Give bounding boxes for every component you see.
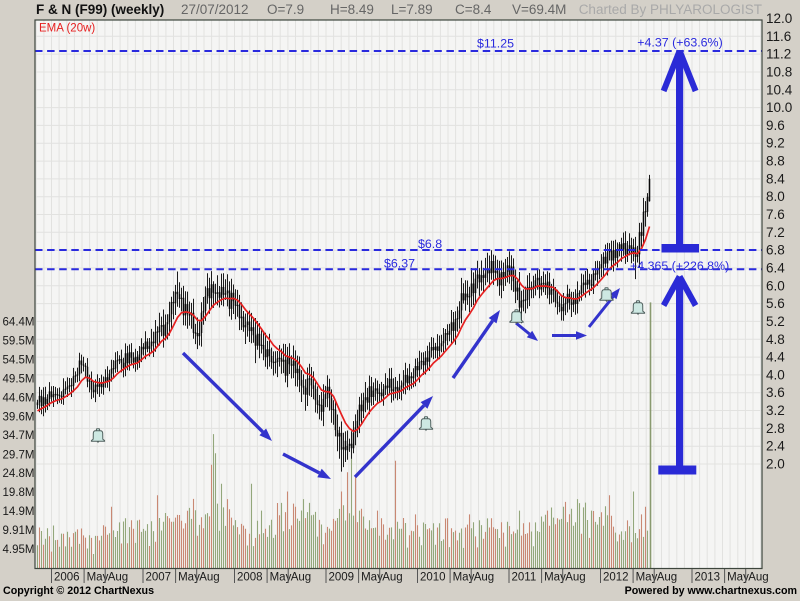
svg-text:54.5M: 54.5M [3,354,35,366]
svg-text:39.6M: 39.6M [3,411,35,423]
svg-text:2011: 2011 [512,572,537,584]
svg-text:44.6M: 44.6M [3,392,35,404]
svg-text:Aug: Aug [382,572,402,584]
svg-text:May: May [178,572,200,584]
svg-text:34.7M: 34.7M [3,430,35,442]
svg-text:4.0: 4.0 [766,367,785,382]
svg-text:2.8: 2.8 [766,421,785,436]
svg-text:May: May [270,572,292,584]
svg-text:6.8: 6.8 [766,243,785,258]
svg-text:8.0: 8.0 [766,189,785,204]
svg-text:8.4: 8.4 [766,171,785,186]
svg-text:$6.37: $6.37 [384,257,415,271]
svg-text:5.6: 5.6 [766,296,785,311]
svg-text:Aug: Aug [748,572,768,584]
svg-text:10.8: 10.8 [766,65,792,80]
svg-text:+4.365 (+226.8%): +4.365 (+226.8%) [630,259,729,273]
svg-text:7.2: 7.2 [766,225,785,240]
svg-text:11.2: 11.2 [766,47,791,62]
svg-text:12.0: 12.0 [766,11,792,26]
svg-text:Aug: Aug [474,572,494,584]
svg-text:9.2: 9.2 [766,136,785,151]
svg-text:$6.8: $6.8 [418,237,442,251]
svg-text:9.6: 9.6 [766,118,785,133]
svg-text:$11.25: $11.25 [477,37,514,51]
svg-text:May: May [636,572,658,584]
svg-text:May: May [727,572,749,584]
svg-text:May: May [87,572,109,584]
svg-text:2012: 2012 [603,572,629,584]
svg-text:2010: 2010 [420,572,446,584]
svg-text:4.8: 4.8 [766,332,785,347]
svg-text:May: May [453,572,475,584]
svg-text:9.91M: 9.91M [3,525,35,537]
svg-text:7.6: 7.6 [766,207,785,222]
svg-text:14.9M: 14.9M [3,506,35,518]
svg-text:11.6: 11.6 [766,29,791,44]
svg-text:3.6: 3.6 [766,385,785,400]
svg-text:2007: 2007 [146,572,172,584]
svg-text:6.4: 6.4 [766,261,785,276]
svg-text:19.8M: 19.8M [3,487,35,499]
svg-text:2013: 2013 [695,572,721,584]
svg-text:Aug: Aug [565,572,585,584]
svg-text:10.4: 10.4 [766,82,793,97]
svg-text:4.95M: 4.95M [3,544,35,556]
svg-text:+4.37 (+63.6%): +4.37 (+63.6%) [637,36,722,50]
svg-text:29.7M: 29.7M [3,449,35,461]
svg-text:8.8: 8.8 [766,154,785,169]
svg-text:2009: 2009 [329,572,355,584]
svg-text:May: May [361,572,383,584]
svg-text:2008: 2008 [237,572,263,584]
svg-text:3.2: 3.2 [766,403,785,418]
svg-text:2.4: 2.4 [766,439,785,454]
svg-text:59.5M: 59.5M [3,335,35,347]
svg-text:2006: 2006 [54,572,80,584]
svg-text:Aug: Aug [291,572,311,584]
svg-text:24.8M: 24.8M [3,468,35,480]
svg-text:EMA (20w): EMA (20w) [39,23,95,35]
svg-text:4.4: 4.4 [766,350,785,365]
svg-text:6.0: 6.0 [766,278,785,293]
svg-text:May: May [544,572,566,584]
svg-text:5.2: 5.2 [766,314,785,329]
svg-text:10.0: 10.0 [766,100,792,115]
svg-text:49.5M: 49.5M [3,374,35,386]
svg-text:Aug: Aug [108,572,128,584]
svg-text:64.4M: 64.4M [3,317,35,329]
svg-text:Aug: Aug [657,572,677,584]
svg-text:Aug: Aug [199,572,219,584]
svg-text:2.0: 2.0 [766,457,785,472]
